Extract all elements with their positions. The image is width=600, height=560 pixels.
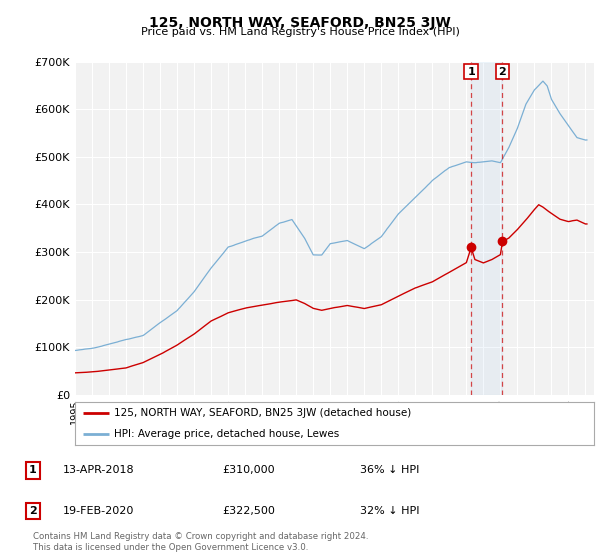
Text: Contains HM Land Registry data © Crown copyright and database right 2024.
This d: Contains HM Land Registry data © Crown c… [33,532,368,552]
Text: 19-FEB-2020: 19-FEB-2020 [63,506,134,516]
Text: 2: 2 [29,506,37,516]
Text: 125, NORTH WAY, SEAFORD, BN25 3JW (detached house): 125, NORTH WAY, SEAFORD, BN25 3JW (detac… [114,408,411,418]
Text: Price paid vs. HM Land Registry's House Price Index (HPI): Price paid vs. HM Land Registry's House … [140,27,460,37]
Text: 125, NORTH WAY, SEAFORD, BN25 3JW: 125, NORTH WAY, SEAFORD, BN25 3JW [149,16,451,30]
Text: £322,500: £322,500 [222,506,275,516]
Text: HPI: Average price, detached house, Lewes: HPI: Average price, detached house, Lewe… [114,430,339,439]
Text: 1: 1 [29,465,37,475]
Text: 1: 1 [467,67,475,77]
Bar [471,62,502,395]
Text: 36% ↓ HPI: 36% ↓ HPI [360,465,419,475]
Text: £310,000: £310,000 [222,465,275,475]
Text: 13-APR-2018: 13-APR-2018 [63,465,134,475]
Text: 2: 2 [499,67,506,77]
Text: 32% ↓ HPI: 32% ↓ HPI [360,506,419,516]
